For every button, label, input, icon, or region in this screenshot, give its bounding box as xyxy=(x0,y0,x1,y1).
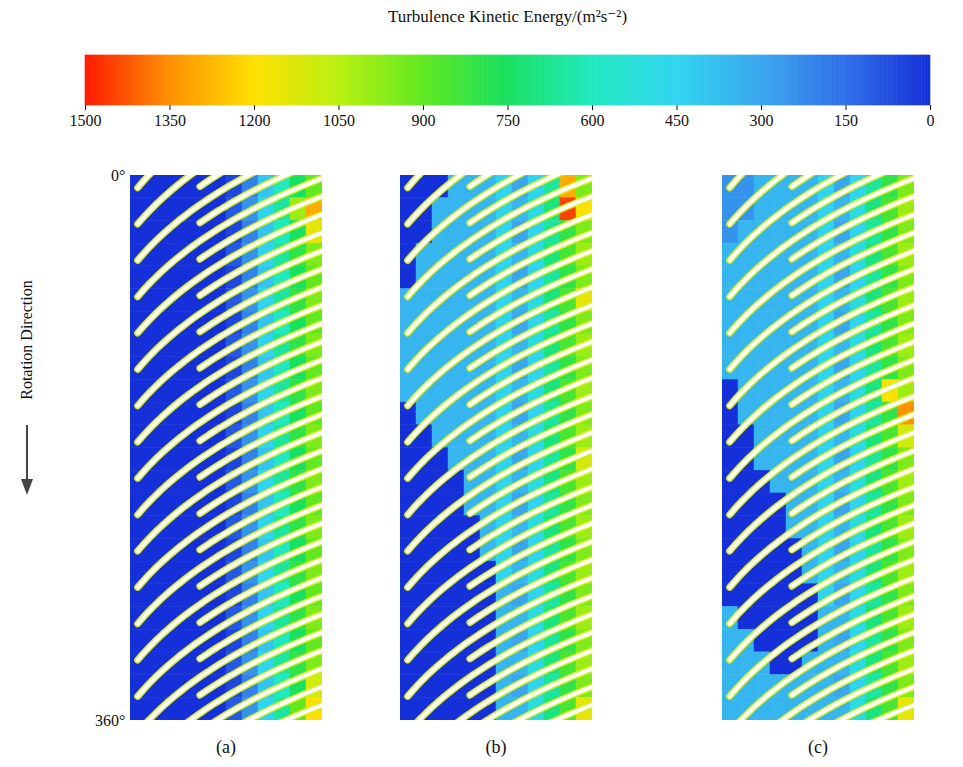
html-text:(c): (c) xyxy=(808,737,828,757)
html-text:Turbulence Kinetic Energy/(m²s: Turbulence Kinetic Energy/(m²s⁻²) xyxy=(387,7,628,26)
svg-text:360°: 360° xyxy=(95,712,125,729)
svg-text:150: 150 xyxy=(834,112,858,129)
svg-text:450: 450 xyxy=(665,112,689,129)
html-text:(a): (a) xyxy=(216,737,236,757)
svg-text:Rotation Direction: Rotation Direction xyxy=(18,280,35,400)
svg-text:1050: 1050 xyxy=(323,112,355,129)
svg-text:1200: 1200 xyxy=(239,112,271,129)
svg-text:300: 300 xyxy=(750,112,774,129)
html-text:(b): (b) xyxy=(485,737,507,757)
svg-text:600: 600 xyxy=(581,112,605,129)
svg-text:1500: 1500 xyxy=(70,112,102,129)
svg-text:0°: 0° xyxy=(111,167,125,184)
svg-text:900: 900 xyxy=(412,112,436,129)
svg-text:1350: 1350 xyxy=(154,112,186,129)
svg-text:750: 750 xyxy=(496,112,520,129)
svg-text:0: 0 xyxy=(927,112,935,129)
